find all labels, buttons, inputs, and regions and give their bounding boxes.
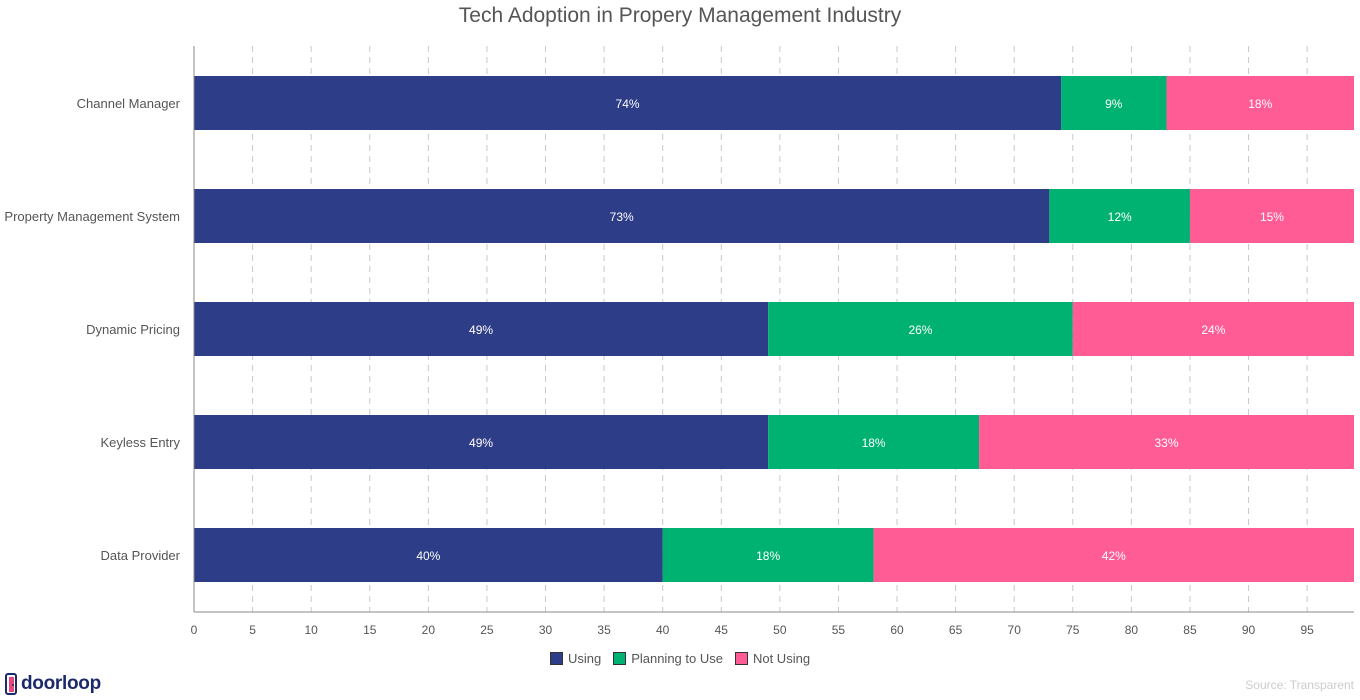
bar-segment [662,528,874,582]
legend-swatch [549,652,563,665]
data-label: 74% [616,97,640,111]
axes: 0 5 10 15 20 25 30 35 40 45 50 55 60 65 70 75 80 85 90 95 Ch… [4,46,1354,637]
data-label: 9% [1105,97,1123,111]
legend-item[interactable]: Not Using [734,651,811,666]
data-label: 33% [1155,436,1179,450]
legend-swatch [613,652,627,665]
bar-segment [1049,189,1190,243]
bar-segment [194,415,769,469]
x-tick-label: 35 [597,623,611,637]
legend-swatch [734,652,748,665]
data-label: 18% [1248,97,1272,111]
data-label: 73% [610,210,634,224]
x-tick-label: 25 [480,623,494,637]
data-label: 49% [469,436,493,450]
data-label: 18% [862,436,886,450]
bar-segment [1061,76,1167,130]
data-label: 49% [469,323,493,337]
logo-text: doorloop [21,673,101,694]
data-label: 42% [1102,549,1126,563]
x-tick-label: 20 [422,623,436,637]
legend-item[interactable]: Using [549,651,602,666]
x-tick-label: 90 [1242,623,1256,637]
bar-segment [194,76,1062,130]
x-tick-label: 80 [1125,623,1139,637]
stacked-bar-chart: 74% 9% 18% 73% 12% 15% 49% 26% 24% 49% 18% 33% 40% 18… [4,46,1354,637]
x-tick-label: 60 [890,623,904,637]
bar-segment [979,415,1354,469]
legend: Using Planning to Use Not Using [0,651,1360,666]
door-logo-icon [5,673,17,695]
legend-item[interactable]: Planning to Use [613,651,723,666]
data-label: 18% [756,549,780,563]
category-label: Keyless Entry [101,435,181,450]
bar-segment [194,189,1050,243]
bars: 74% 9% 18% 73% 12% 15% 49% 26% 24% 49% 18% 33% 40% 18… [194,76,1354,582]
bar-segment [194,528,663,582]
bar-segment [1072,302,1354,356]
x-tick-label: 95 [1300,623,1314,637]
bar-segment [768,415,980,469]
data-label: 24% [1201,323,1225,337]
data-label: 40% [416,549,440,563]
x-tick-label: 65 [949,623,963,637]
x-tick-label: 50 [773,623,787,637]
legend-label: Not Using [752,651,811,666]
x-tick-label: 85 [1183,623,1197,637]
bar-segment [768,302,1073,356]
x-tick-label: 55 [832,623,846,637]
brand-logo: doorloop [5,673,101,695]
data-label: 12% [1108,210,1132,224]
x-tick-label: 10 [304,623,318,637]
x-tick-label: 70 [1008,623,1022,637]
x-tick-label: 40 [656,623,670,637]
bar-segment [1189,189,1354,243]
bar-segment [1166,76,1354,130]
x-tick-label: 15 [363,623,377,637]
x-tick-label: 45 [715,623,729,637]
category-label: Data Provider [101,548,181,563]
data-label: 26% [908,323,932,337]
chart-title: Tech Adoption in Propery Management Indu… [458,4,902,27]
x-tick-label: 0 [191,623,198,637]
legend-label: Planning to Use [631,651,723,666]
bar-segment [194,302,769,356]
bar-segment [873,528,1354,582]
category-label: Dynamic Pricing [86,322,180,337]
x-tick-label: 75 [1066,623,1080,637]
x-tick-label: 30 [539,623,553,637]
data-label: 15% [1260,210,1284,224]
source-note: Source: Transparent [1245,678,1354,692]
category-label: Property Management System [4,209,180,224]
x-tick-label: 5 [249,623,256,637]
legend-label: Using [567,651,602,666]
category-label: Channel Manager [77,96,181,111]
